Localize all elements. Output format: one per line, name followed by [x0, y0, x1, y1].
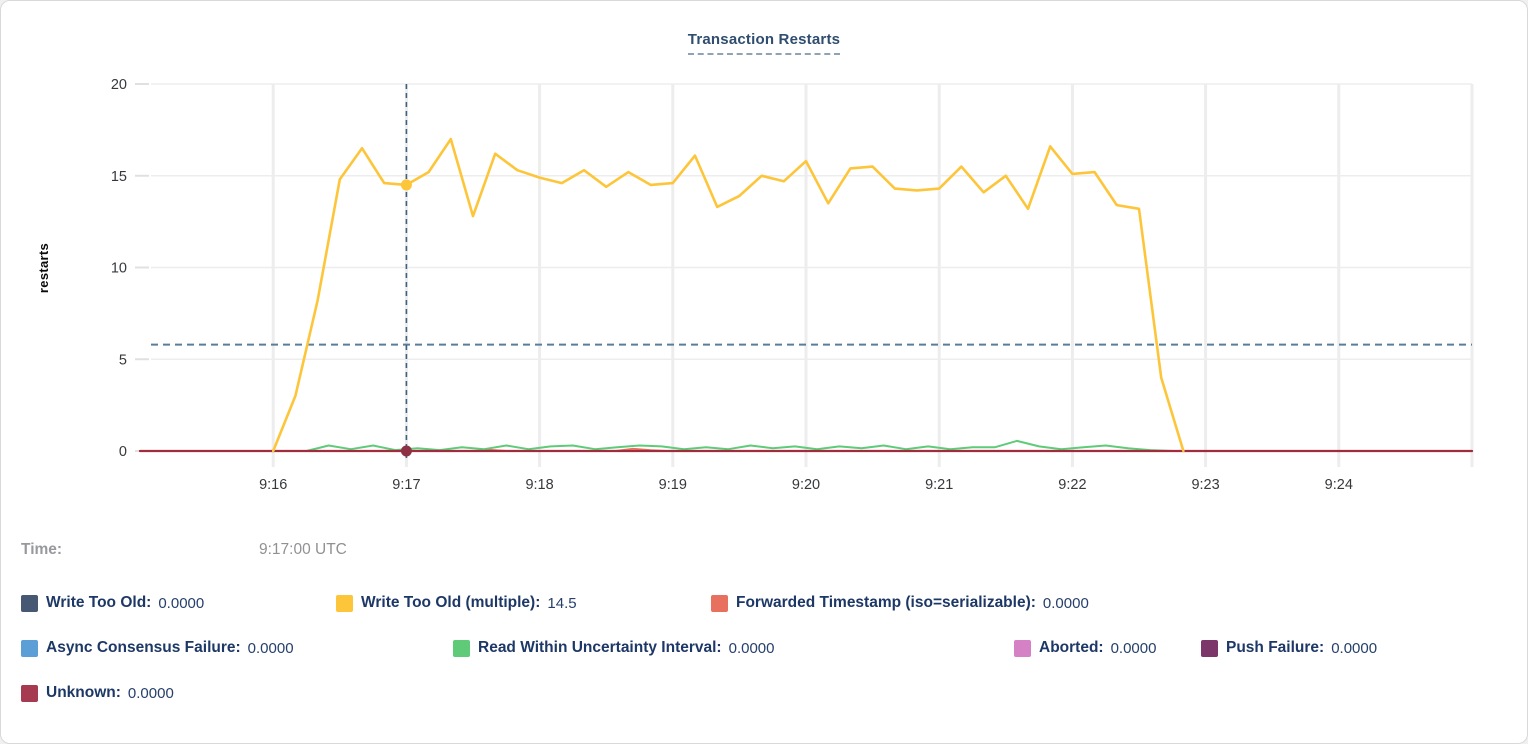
- chart-header: Transaction Restarts: [1, 31, 1527, 55]
- y-tick-label: 20: [111, 77, 127, 93]
- tooltip-time-value: 9:17:00 UTC: [259, 541, 347, 558]
- legend-value: 0.0000: [728, 639, 775, 657]
- tooltip-time-label: Time:: [21, 541, 63, 558]
- legend-swatch-unknown: [21, 684, 38, 702]
- legend-value: 0.0000: [1042, 594, 1089, 612]
- legend-item-unknown: Unknown: 0.0000: [21, 683, 174, 703]
- legend-item-write-too-old-multiple: Write Too Old (multiple): 14.5: [336, 593, 577, 613]
- legend-item-read-within-uncertainty-interval: Read Within Uncertainty Interval: 0.0000: [453, 638, 775, 658]
- x-tick-label: 9:22: [1058, 477, 1086, 493]
- legend-label: Write Too Old (multiple):: [361, 594, 541, 611]
- legend-swatch-async-consensus-failure: [21, 639, 38, 657]
- tooltip-time-row: Time: 9:17:00 UTC: [1, 541, 1527, 563]
- legend-label: Push Failure:: [1226, 639, 1325, 656]
- legend-swatch-write-too-old-multiple: [336, 594, 353, 612]
- legend-value: 0.0000: [158, 594, 205, 612]
- crosshair-dot-unknown: [400, 445, 412, 457]
- x-tick-label: 9:23: [1191, 477, 1219, 493]
- y-tick-label: 10: [111, 261, 127, 277]
- legend-label: Async Consensus Failure:: [46, 639, 241, 656]
- legend-item-write-too-old: Write Too Old: 0.0000: [21, 593, 204, 613]
- legend-swatch-push-failure: [1201, 639, 1218, 657]
- x-tick-label: 9:19: [659, 477, 687, 493]
- legend-value: 0.0000: [127, 684, 174, 702]
- legend-swatch-read-within-uncertainty-interval: [453, 639, 470, 657]
- x-tick-label: 9:21: [925, 477, 953, 493]
- y-tick-label: 15: [111, 169, 127, 185]
- x-tick-label: 9:20: [792, 477, 820, 493]
- x-tick-label: 9:18: [525, 477, 553, 493]
- legend-label: Write Too Old:: [46, 594, 152, 611]
- legend-value: 0.0000: [247, 639, 294, 657]
- legend-value: 0.0000: [1331, 639, 1378, 657]
- chart-title[interactable]: Transaction Restarts: [687, 31, 841, 55]
- x-tick-label: 9:16: [259, 477, 287, 493]
- legend-swatch-forwarded-timestamp: [711, 594, 728, 612]
- series-write-too-old-multiple: [271, 137, 1185, 453]
- y-axis-title: restarts: [36, 243, 51, 293]
- legend-item-forwarded-timestamp: Forwarded Timestamp (iso=serializable): …: [711, 593, 1089, 613]
- legend-item-push-failure: Push Failure: 0.0000: [1201, 638, 1377, 658]
- series-read-within-uncertainty-interval: [305, 439, 1174, 452]
- x-tick-label: 9:24: [1325, 477, 1353, 493]
- legend-item-async-consensus-failure: Async Consensus Failure: 0.0000: [21, 638, 294, 658]
- legend-swatch-aborted: [1014, 639, 1031, 657]
- crosshair-dot-write-too-old-multiple: [400, 179, 412, 191]
- legend-swatch-write-too-old: [21, 594, 38, 612]
- transaction-restarts-chart[interactable]: 9:16 9:17 9:18 9:19 9:20 9:21 9:22 9:23 9:24 0 5 10…: [1, 1, 1528, 526]
- legend-label: Unknown:: [46, 684, 121, 701]
- legend-label: Forwarded Timestamp (iso=serializable):: [736, 594, 1036, 611]
- legend-value: 14.5: [547, 594, 577, 612]
- legend-label: Read Within Uncertainty Interval:: [478, 639, 722, 656]
- legend-value: 0.0000: [1110, 639, 1157, 657]
- legend-label: Aborted:: [1039, 639, 1104, 656]
- legend-item-aborted: Aborted: 0.0000: [1014, 638, 1156, 658]
- y-tick-label: 0: [119, 444, 127, 460]
- x-tick-label: 9:17: [392, 477, 420, 493]
- y-tick-label: 5: [119, 352, 127, 368]
